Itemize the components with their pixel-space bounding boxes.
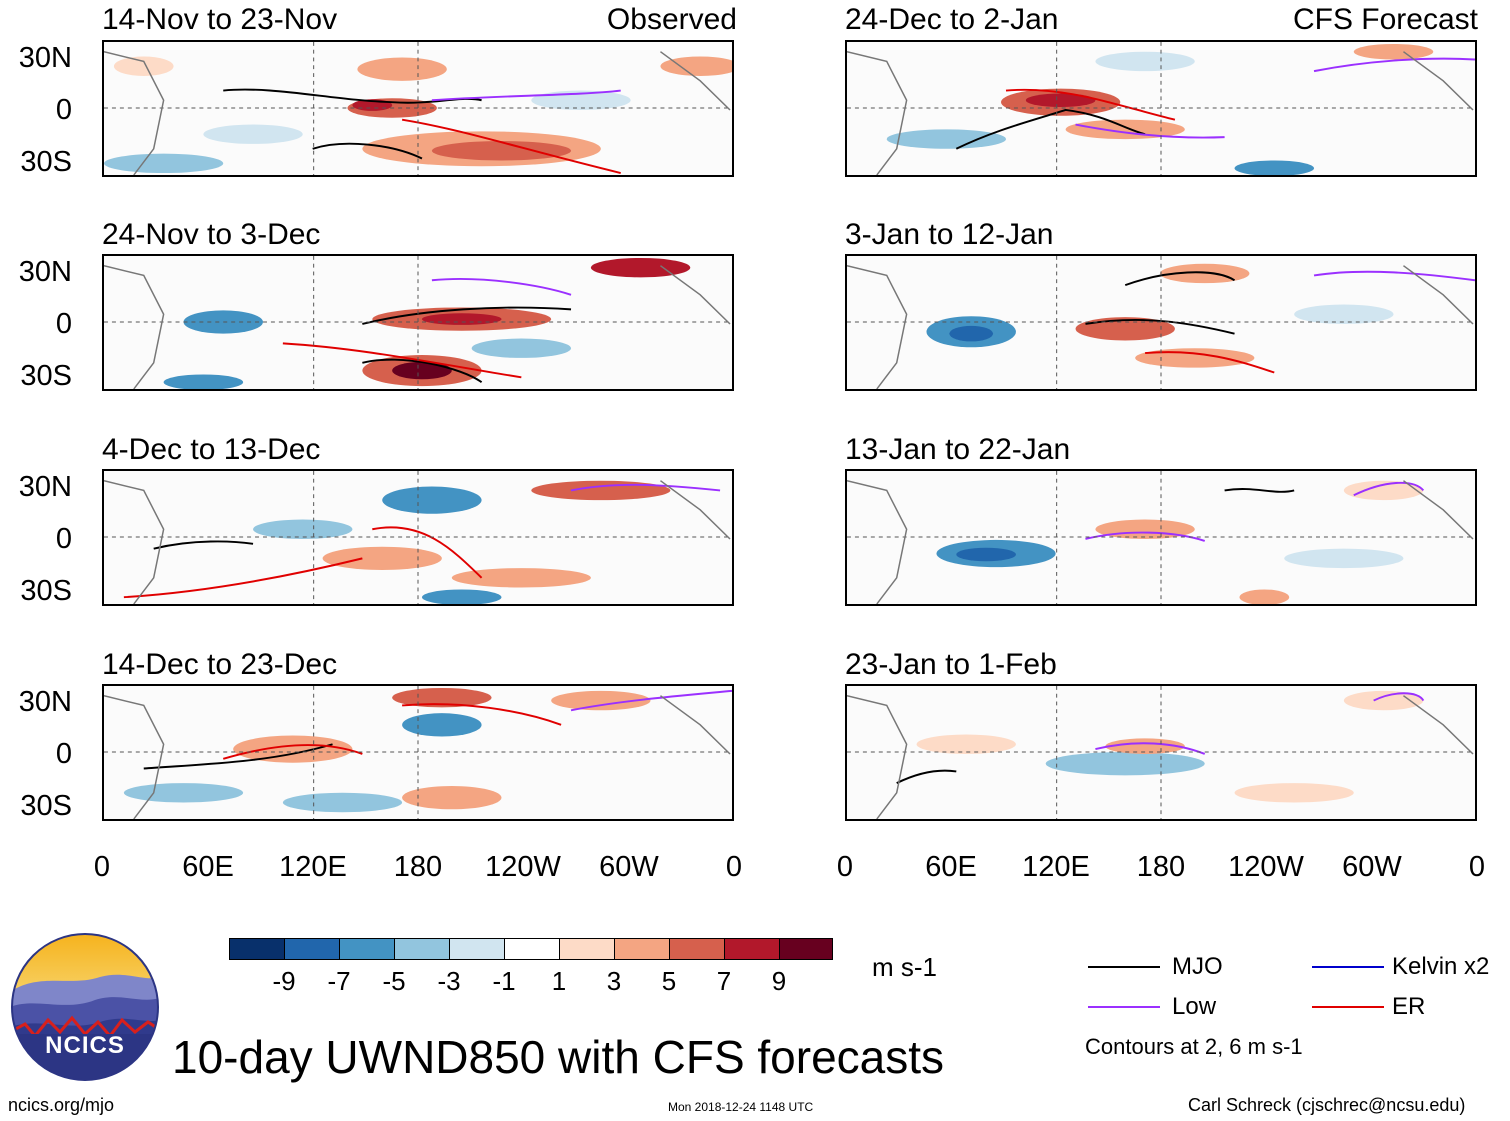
colorbar-swatch-2 bbox=[284, 938, 340, 960]
lat-label-0-row4: 0 bbox=[55, 738, 72, 770]
legend-label-mjo: MJO bbox=[1172, 953, 1223, 980]
legend-label-er: ER bbox=[1392, 993, 1426, 1020]
map-left-3 bbox=[102, 469, 734, 606]
map-right-3 bbox=[845, 469, 1477, 606]
map-left-2 bbox=[102, 254, 734, 391]
colorbar-swatch-4 bbox=[394, 938, 450, 960]
lon-label-left-0: 0 bbox=[93, 851, 111, 883]
lon-label-right-120e: 120E bbox=[1022, 851, 1090, 883]
panel-title-left-1: 14-Nov to 23-Nov bbox=[102, 3, 338, 36]
colorbar-label-m5: -5 bbox=[382, 966, 406, 996]
lon-label-left-60e: 60E bbox=[182, 851, 234, 883]
logo-text: NCICS bbox=[45, 1032, 125, 1059]
panel-tag-cfs-forecast: CFS Forecast bbox=[1292, 3, 1478, 36]
lon-label-right-60w: 60W bbox=[1342, 851, 1402, 883]
panel-title-right-1: 24-Dec to 2-Jan bbox=[845, 3, 1059, 36]
footer-author: Carl Schreck (cjschrec@ncsu.edu) bbox=[1188, 1095, 1466, 1115]
panel-title-right-4: 23-Jan to 1-Feb bbox=[845, 648, 1057, 681]
lon-label-left-120e: 120E bbox=[279, 851, 347, 883]
colorbar-label-1: 1 bbox=[551, 966, 567, 996]
legend-line-er bbox=[1312, 1006, 1384, 1008]
legend-line-mjo bbox=[1088, 966, 1160, 968]
lon-label-right-0: 0 bbox=[836, 851, 854, 883]
lat-label-30s-row1: 30S bbox=[20, 146, 72, 178]
colorbar-swatch-5 bbox=[449, 938, 505, 960]
lon-label-right-0-end: 0 bbox=[1468, 851, 1486, 883]
colorbar-swatch-1 bbox=[229, 938, 285, 960]
lat-label-30s-row2: 30S bbox=[20, 360, 72, 392]
lon-label-right-180: 180 bbox=[1136, 851, 1186, 883]
lat-label-30n-row4: 30N bbox=[18, 686, 72, 718]
legend-line-kelvin bbox=[1312, 966, 1384, 968]
colorbar-label-m9: -9 bbox=[272, 966, 296, 996]
map-right-4 bbox=[845, 684, 1477, 821]
lat-label-0-row2: 0 bbox=[55, 308, 72, 340]
panel-title-left-3: 4-Dec to 13-Dec bbox=[102, 433, 321, 466]
colorbar-swatch-11 bbox=[779, 938, 833, 960]
legend-label-kelvin: Kelvin x2 bbox=[1392, 953, 1490, 980]
panel-title-left-2: 24-Nov to 3-Dec bbox=[102, 218, 321, 251]
colorbar-label-9: 9 bbox=[771, 966, 787, 996]
lon-label-right-60e: 60E bbox=[925, 851, 977, 883]
colorbar-label-m1: -1 bbox=[492, 966, 516, 996]
colorbar-swatch-7 bbox=[559, 938, 615, 960]
lon-label-left-60w: 60W bbox=[599, 851, 659, 883]
colorbar-swatch-10 bbox=[724, 938, 780, 960]
lat-label-0-row1: 0 bbox=[55, 94, 72, 126]
colorbar-swatch-8 bbox=[614, 938, 670, 960]
lat-label-30s-row4: 30S bbox=[20, 790, 72, 822]
colorbar-label-3: 3 bbox=[606, 966, 622, 996]
map-left-4 bbox=[102, 684, 734, 821]
lon-label-left-180: 180 bbox=[393, 851, 443, 883]
legend-line-low bbox=[1088, 1006, 1160, 1008]
colorbar-swatch-6 bbox=[504, 938, 560, 960]
footer-url: ncics.org/mjo bbox=[8, 1095, 115, 1115]
panel-tag-observed: Observed bbox=[606, 3, 737, 36]
colorbar-swatch-3 bbox=[339, 938, 395, 960]
panel-title-right-2: 3-Jan to 12-Jan bbox=[845, 218, 1054, 251]
lon-label-left-120w: 120W bbox=[485, 851, 561, 883]
colorbar-swatch-9 bbox=[669, 938, 725, 960]
ncics-logo bbox=[10, 932, 160, 1082]
map-right-1 bbox=[845, 40, 1477, 177]
panel-title-left-4: 14-Dec to 23-Dec bbox=[102, 648, 338, 681]
panel-title-right-3: 13-Jan to 22-Jan bbox=[845, 433, 1071, 466]
contour-note: Contours at 2, 6 m s-1 bbox=[1085, 1034, 1303, 1059]
lat-label-30s-row3: 30S bbox=[20, 575, 72, 607]
colorbar-label-m3: -3 bbox=[437, 966, 461, 996]
colorbar-label-7: 7 bbox=[716, 966, 732, 996]
colorbar bbox=[229, 938, 833, 960]
footer-timestamp: Mon 2018-12-24 1148 UTC bbox=[668, 1100, 814, 1114]
units-label: m s-1 bbox=[872, 952, 937, 982]
colorbar-label-m7: -7 bbox=[327, 966, 351, 996]
map-left-1 bbox=[102, 40, 734, 177]
lat-label-30n-row3: 30N bbox=[18, 471, 72, 503]
lat-label-0-row3: 0 bbox=[55, 523, 72, 555]
main-title: 10-day UWND850 with CFS forecasts bbox=[172, 1031, 945, 1083]
lat-label-30n-row1: 30N bbox=[18, 42, 72, 74]
map-right-2 bbox=[845, 254, 1477, 391]
legend-label-low: Low bbox=[1172, 993, 1217, 1020]
colorbar-label-5: 5 bbox=[661, 966, 677, 996]
lon-label-right-120w: 120W bbox=[1228, 851, 1304, 883]
lat-label-30n-row2: 30N bbox=[18, 256, 72, 288]
lon-label-left-0-end: 0 bbox=[725, 851, 743, 883]
